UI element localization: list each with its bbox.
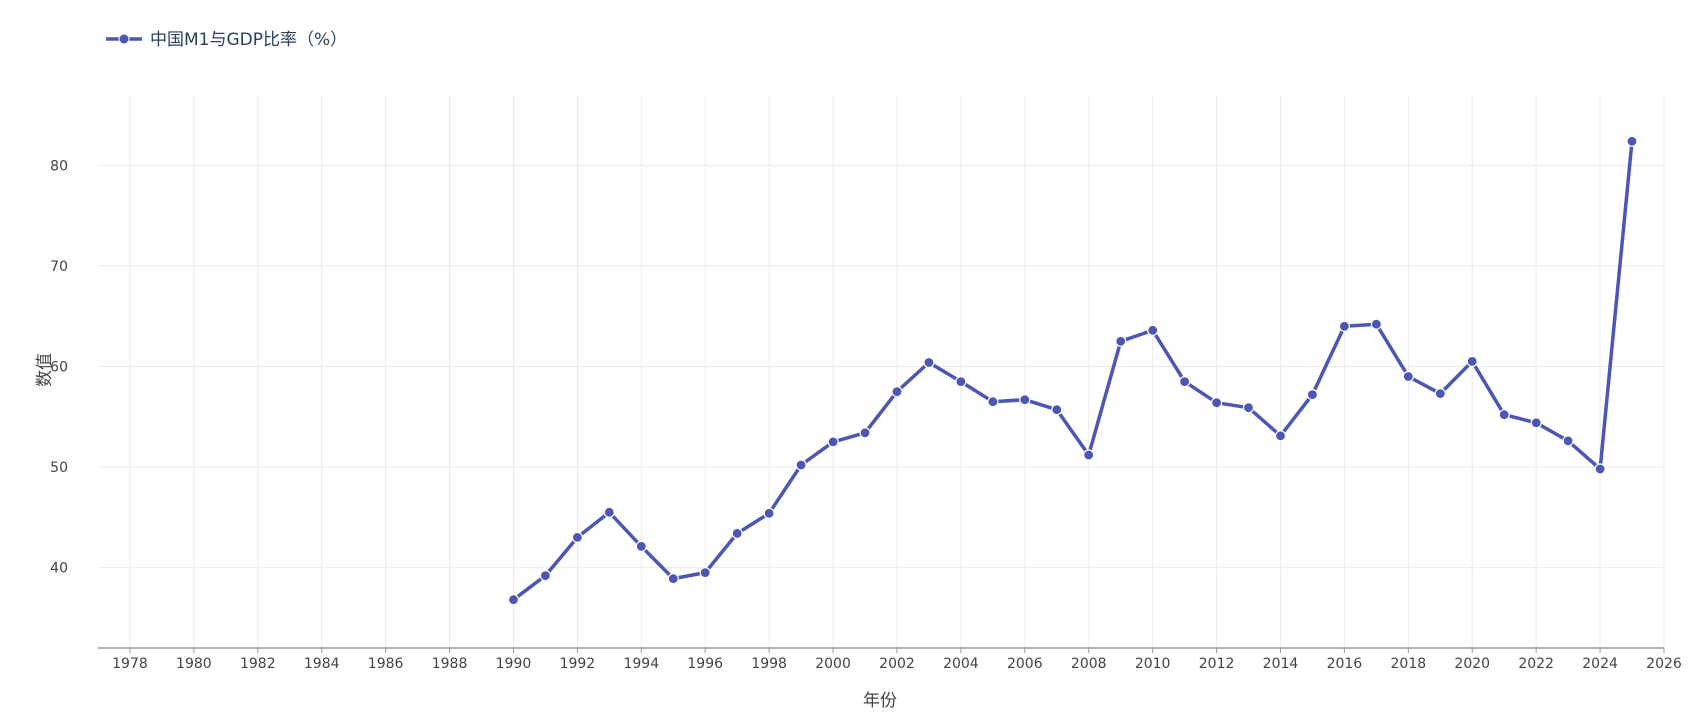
y-tick-label: 70 — [50, 259, 68, 275]
y-tick-label: 40 — [50, 561, 68, 577]
x-tick-label: 1980 — [176, 656, 212, 672]
x-tick-label: 1990 — [496, 656, 532, 672]
x-tick-label: 1994 — [623, 656, 659, 672]
x-tick-label: 2016 — [1327, 656, 1363, 672]
x-tick-label: 2020 — [1454, 656, 1490, 672]
y-axis-title: 数值 — [35, 353, 55, 387]
data-point-2025[interactable] — [1626, 135, 1638, 147]
x-tick-label: 1978 — [112, 656, 148, 672]
x-tick-label: 1988 — [432, 656, 468, 672]
x-axis-ticks: 1978 1980 1982 1984 1986 1988 1990 1992 1994 1996… — [112, 648, 1682, 672]
data-point-2022[interactable] — [1530, 417, 1542, 429]
data-point-1991[interactable] — [539, 569, 552, 582]
x-axis-title: 年份 — [863, 691, 897, 711]
series-m1-gdp-ratio — [507, 135, 1638, 606]
data-point-2021[interactable] — [1498, 409, 1510, 421]
x-tick-label: 2008 — [1071, 656, 1107, 672]
data-point-2008[interactable] — [1083, 449, 1095, 461]
data-point-2010[interactable] — [1147, 324, 1159, 336]
legend[interactable]: 中国M1与GDP比率（%） — [106, 30, 347, 50]
x-tick-label: 2022 — [1518, 656, 1554, 672]
x-tick-label: 1986 — [368, 656, 404, 672]
x-tick-label: 2026 — [1646, 656, 1682, 672]
data-point-2001[interactable] — [859, 427, 871, 439]
data-point-1995[interactable] — [667, 572, 679, 585]
x-tick-label: 1992 — [560, 656, 596, 672]
data-point-2019[interactable] — [1434, 388, 1446, 400]
series-line — [511, 139, 1634, 602]
x-tick-label: 2004 — [943, 656, 979, 672]
data-point-2007[interactable] — [1051, 404, 1063, 416]
x-tick-label: 2018 — [1391, 656, 1427, 672]
data-point-2018[interactable] — [1402, 370, 1414, 383]
data-point-1990[interactable] — [507, 594, 520, 606]
data-point-2005[interactable] — [987, 396, 999, 408]
data-point-2024[interactable] — [1594, 463, 1606, 475]
data-point-2014[interactable] — [1274, 430, 1287, 442]
data-point-1993[interactable] — [603, 506, 615, 518]
data-point-2020[interactable] — [1466, 355, 1478, 367]
legend-label: 中国M1与GDP比率（%） — [150, 30, 347, 50]
data-point-2006[interactable] — [1019, 394, 1031, 406]
data-point-2016[interactable] — [1338, 320, 1351, 332]
data-point-2009[interactable] — [1115, 335, 1127, 347]
data-point-2002[interactable] — [891, 386, 903, 398]
data-point-1998[interactable] — [763, 507, 775, 519]
data-point-1996[interactable] — [699, 566, 711, 579]
y-tick-label: 60 — [50, 359, 68, 375]
x-gridlines — [129, 95, 1665, 648]
x-tick-label: 2012 — [1199, 656, 1235, 672]
data-point-1997[interactable] — [731, 527, 743, 540]
x-tick-label: 1996 — [687, 656, 723, 672]
x-tick-label: 2024 — [1582, 656, 1618, 672]
y-axis-ticks: 40 50 60 70 80 — [50, 158, 68, 576]
data-point-2003[interactable] — [923, 356, 935, 369]
data-point-2015[interactable] — [1306, 389, 1319, 401]
y-tick-label: 50 — [50, 460, 68, 476]
x-tick-label: 2002 — [879, 656, 915, 672]
legend-marker-swatch — [118, 33, 130, 45]
data-point-2004[interactable] — [955, 376, 967, 388]
y-tick-label: 80 — [50, 158, 68, 174]
data-point-2000[interactable] — [827, 436, 839, 448]
data-point-1994[interactable] — [635, 540, 647, 553]
x-tick-label: 2006 — [1007, 656, 1043, 672]
data-point-2017[interactable] — [1370, 318, 1383, 330]
y-gridlines — [98, 164, 1664, 569]
x-tick-label: 1984 — [304, 656, 340, 672]
data-point-2011[interactable] — [1178, 376, 1191, 388]
data-point-1992[interactable] — [571, 531, 584, 544]
data-point-2013[interactable] — [1242, 402, 1255, 414]
x-tick-label: 2000 — [815, 656, 851, 672]
x-tick-label: 2010 — [1135, 656, 1171, 672]
x-tick-label: 2014 — [1263, 656, 1299, 672]
data-point-1999[interactable] — [795, 459, 807, 471]
x-tick-label: 1982 — [240, 656, 276, 672]
data-point-2012[interactable] — [1210, 397, 1223, 409]
data-point-2023[interactable] — [1562, 435, 1574, 447]
x-tick-label: 1998 — [751, 656, 787, 672]
